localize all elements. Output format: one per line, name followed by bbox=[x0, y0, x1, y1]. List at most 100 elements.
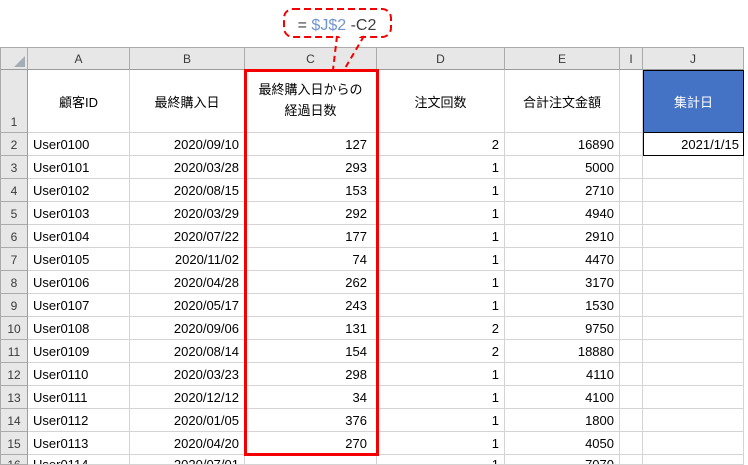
cell-D15[interactable]: 1 bbox=[377, 432, 505, 455]
cell-A8[interactable]: User0106 bbox=[28, 271, 130, 294]
cell-E7[interactable]: 4470 bbox=[505, 248, 620, 271]
cell-A10[interactable]: User0108 bbox=[28, 317, 130, 340]
cell-J2[interactable]: 2021/1/15 bbox=[643, 133, 744, 156]
cell-D4[interactable]: 1 bbox=[377, 179, 505, 202]
cell-D10[interactable]: 2 bbox=[377, 317, 505, 340]
cell-E14[interactable]: 1800 bbox=[505, 409, 620, 432]
cell-B13[interactable]: 2020/12/12 bbox=[130, 386, 245, 409]
cell-D5[interactable]: 1 bbox=[377, 202, 505, 225]
cell-A6[interactable]: User0104 bbox=[28, 225, 130, 248]
cell-E16[interactable]: 7070 bbox=[505, 455, 620, 465]
cell-B11[interactable]: 2020/08/14 bbox=[130, 340, 245, 363]
cell-B5[interactable]: 2020/03/29 bbox=[130, 202, 245, 225]
column-header-E[interactable]: E bbox=[505, 47, 620, 70]
cell-I9[interactable] bbox=[620, 294, 643, 317]
cell-E2[interactable]: 16890 bbox=[505, 133, 620, 156]
cell-C5[interactable]: 292 bbox=[245, 202, 377, 225]
cell-J9[interactable] bbox=[643, 294, 744, 317]
row-header-3[interactable]: 3 bbox=[0, 156, 28, 179]
row-header-15[interactable]: 15 bbox=[0, 432, 28, 455]
cell-B15[interactable]: 2020/04/20 bbox=[130, 432, 245, 455]
cell-A15[interactable]: User0113 bbox=[28, 432, 130, 455]
cell-C4[interactable]: 153 bbox=[245, 179, 377, 202]
cell-I4[interactable] bbox=[620, 179, 643, 202]
cell-J8[interactable] bbox=[643, 271, 744, 294]
cell-E8[interactable]: 3170 bbox=[505, 271, 620, 294]
cell-C11[interactable]: 154 bbox=[245, 340, 377, 363]
row-header-6[interactable]: 6 bbox=[0, 225, 28, 248]
cell-A1-customer-id-header[interactable]: 顧客ID bbox=[28, 70, 130, 133]
cell-A9[interactable]: User0107 bbox=[28, 294, 130, 317]
cell-B9[interactable]: 2020/05/17 bbox=[130, 294, 245, 317]
cell-J1-aggregation-date-header[interactable]: 集計日 bbox=[643, 70, 744, 133]
column-header-I[interactable]: I bbox=[620, 47, 643, 70]
cell-E3[interactable]: 5000 bbox=[505, 156, 620, 179]
cell-C12[interactable]: 298 bbox=[245, 363, 377, 386]
cell-I14[interactable] bbox=[620, 409, 643, 432]
cell-I13[interactable] bbox=[620, 386, 643, 409]
cell-D12[interactable]: 1 bbox=[377, 363, 505, 386]
cell-A2[interactable]: User0100 bbox=[28, 133, 130, 156]
cell-D3[interactable]: 1 bbox=[377, 156, 505, 179]
row-header-12[interactable]: 12 bbox=[0, 363, 28, 386]
cell-C3[interactable]: 293 bbox=[245, 156, 377, 179]
cell-C6[interactable]: 177 bbox=[245, 225, 377, 248]
row-header-7[interactable]: 7 bbox=[0, 248, 28, 271]
row-header-8[interactable]: 8 bbox=[0, 271, 28, 294]
cell-E9[interactable]: 1530 bbox=[505, 294, 620, 317]
cell-A5[interactable]: User0103 bbox=[28, 202, 130, 225]
cell-B7[interactable]: 2020/11/02 bbox=[130, 248, 245, 271]
cell-E1-total-amount-header[interactable]: 合計注文金額 bbox=[505, 70, 620, 133]
cell-D14[interactable]: 1 bbox=[377, 409, 505, 432]
cell-J4[interactable] bbox=[643, 179, 744, 202]
cell-I6[interactable] bbox=[620, 225, 643, 248]
cell-E6[interactable]: 2910 bbox=[505, 225, 620, 248]
cell-A13[interactable]: User0111 bbox=[28, 386, 130, 409]
cell-J14[interactable] bbox=[643, 409, 744, 432]
cell-A12[interactable]: User0110 bbox=[28, 363, 130, 386]
cell-J10[interactable] bbox=[643, 317, 744, 340]
cell-B12[interactable]: 2020/03/23 bbox=[130, 363, 245, 386]
cell-B2[interactable]: 2020/09/10 bbox=[130, 133, 245, 156]
cell-J7[interactable] bbox=[643, 248, 744, 271]
cell-D2[interactable]: 2 bbox=[377, 133, 505, 156]
cell-E13[interactable]: 4100 bbox=[505, 386, 620, 409]
row-header-16[interactable]: 16 bbox=[0, 455, 28, 465]
cell-B10[interactable]: 2020/09/06 bbox=[130, 317, 245, 340]
row-header-10[interactable]: 10 bbox=[0, 317, 28, 340]
cell-B3[interactable]: 2020/03/28 bbox=[130, 156, 245, 179]
cell-E10[interactable]: 9750 bbox=[505, 317, 620, 340]
cell-A3[interactable]: User0101 bbox=[28, 156, 130, 179]
row-header-11[interactable]: 11 bbox=[0, 340, 28, 363]
cell-A4[interactable]: User0102 bbox=[28, 179, 130, 202]
cell-A16[interactable]: User0114 bbox=[28, 455, 130, 465]
cell-I16[interactable] bbox=[620, 455, 643, 465]
column-header-C[interactable]: C bbox=[245, 47, 377, 70]
row-header-2[interactable]: 2 bbox=[0, 133, 28, 156]
column-header-J[interactable]: J bbox=[643, 47, 744, 70]
cell-D7[interactable]: 1 bbox=[377, 248, 505, 271]
cell-C13[interactable]: 34 bbox=[245, 386, 377, 409]
cell-B8[interactable]: 2020/04/28 bbox=[130, 271, 245, 294]
column-header-A[interactable]: A bbox=[28, 47, 130, 70]
cell-A14[interactable]: User0112 bbox=[28, 409, 130, 432]
row-header-1[interactable]: 1 bbox=[0, 70, 28, 133]
cell-C16[interactable] bbox=[245, 455, 377, 465]
cell-I8[interactable] bbox=[620, 271, 643, 294]
cell-B14[interactable]: 2020/01/05 bbox=[130, 409, 245, 432]
cell-I5[interactable] bbox=[620, 202, 643, 225]
cell-I1[interactable] bbox=[620, 70, 643, 133]
cell-I7[interactable] bbox=[620, 248, 643, 271]
cell-J5[interactable] bbox=[643, 202, 744, 225]
row-header-9[interactable]: 9 bbox=[0, 294, 28, 317]
row-header-4[interactable]: 4 bbox=[0, 179, 28, 202]
cell-I15[interactable] bbox=[620, 432, 643, 455]
cell-A11[interactable]: User0109 bbox=[28, 340, 130, 363]
cell-B16[interactable]: 2020/07/01 bbox=[130, 455, 245, 465]
cell-D11[interactable]: 2 bbox=[377, 340, 505, 363]
cell-D9[interactable]: 1 bbox=[377, 294, 505, 317]
cell-I11[interactable] bbox=[620, 340, 643, 363]
column-header-D[interactable]: D bbox=[377, 47, 505, 70]
cell-J11[interactable] bbox=[643, 340, 744, 363]
cell-C7[interactable]: 74 bbox=[245, 248, 377, 271]
